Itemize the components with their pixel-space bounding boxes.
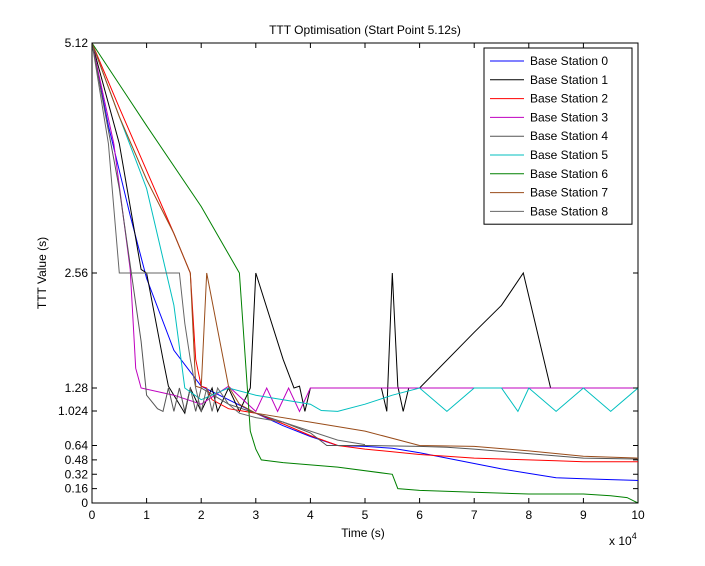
x-tick-label: 3 [252,508,259,522]
series-layer [91,42,639,504]
x-tick-label: 6 [416,508,423,522]
legend-label-base-station-4: Base Station 4 [530,129,608,143]
y-axis-label: TTT Value (s) [35,237,49,309]
x-tick-label: 0 [89,508,96,522]
y-tick-label: 1.024 [58,404,88,418]
x-axis-exponent: x 104 [609,531,637,548]
series-line-base-station-3 [91,42,638,413]
y-tick-label: 1.28 [65,381,89,395]
y-tick-label: 0 [81,496,88,510]
series-line-base-station-6 [91,42,639,504]
legend-label-base-station-2: Base Station 2 [530,92,608,106]
x-tick-label: 1 [143,508,150,522]
series-line-base-station-1 [91,42,638,415]
axis-layer: 0 1 2 3 4 5 6 7 8 9 10 00.160.320.480.64 1.024 1.28 2.… [58,36,645,522]
series-line-base-station-7 [91,42,639,459]
x-tick-label: 4 [307,508,314,522]
x-tick-label: 9 [580,508,587,522]
x-tick-label: 2 [198,508,205,522]
x-axis-exponent-base: x 10 [609,534,632,548]
legend-label-base-station-1: Base Station 1 [530,73,608,87]
y-tick-label: 5.12 [65,36,89,50]
y-tick-label: 0.16 [65,482,89,496]
legend-label-base-station-3: Base Station 3 [530,110,608,124]
x-axis-exponent-power: 4 [632,531,637,541]
legend-label-base-station-7: Base Station 7 [530,186,608,200]
series-line-base-station-5 [91,42,639,413]
x-tick-label: 10 [631,508,645,522]
chart-title: TTT Optimisation (Start Point 5.12s) [269,23,461,37]
x-tick-label: 8 [525,508,532,522]
legend-label-base-station-0: Base Station 0 [530,54,608,68]
y-tick-label: 0.32 [65,467,89,481]
legend-label-base-station-8: Base Station 8 [530,204,608,218]
y-tick-label: 0.48 [65,453,89,467]
x-tick-label: 5 [362,508,369,522]
legend: Base Station 0 Base Station 1 Base Station… [483,47,633,225]
y-tick-label: 2.56 [65,266,89,280]
y-tick-label: 0.64 [65,439,89,453]
x-axis-label: Time (s) [341,526,385,540]
legend-label-base-station-5: Base Station 5 [530,148,608,162]
x-tick-label: 7 [471,508,478,522]
series-line-base-station-8 [91,42,366,446]
legend-label-base-station-6: Base Station 6 [530,167,608,181]
